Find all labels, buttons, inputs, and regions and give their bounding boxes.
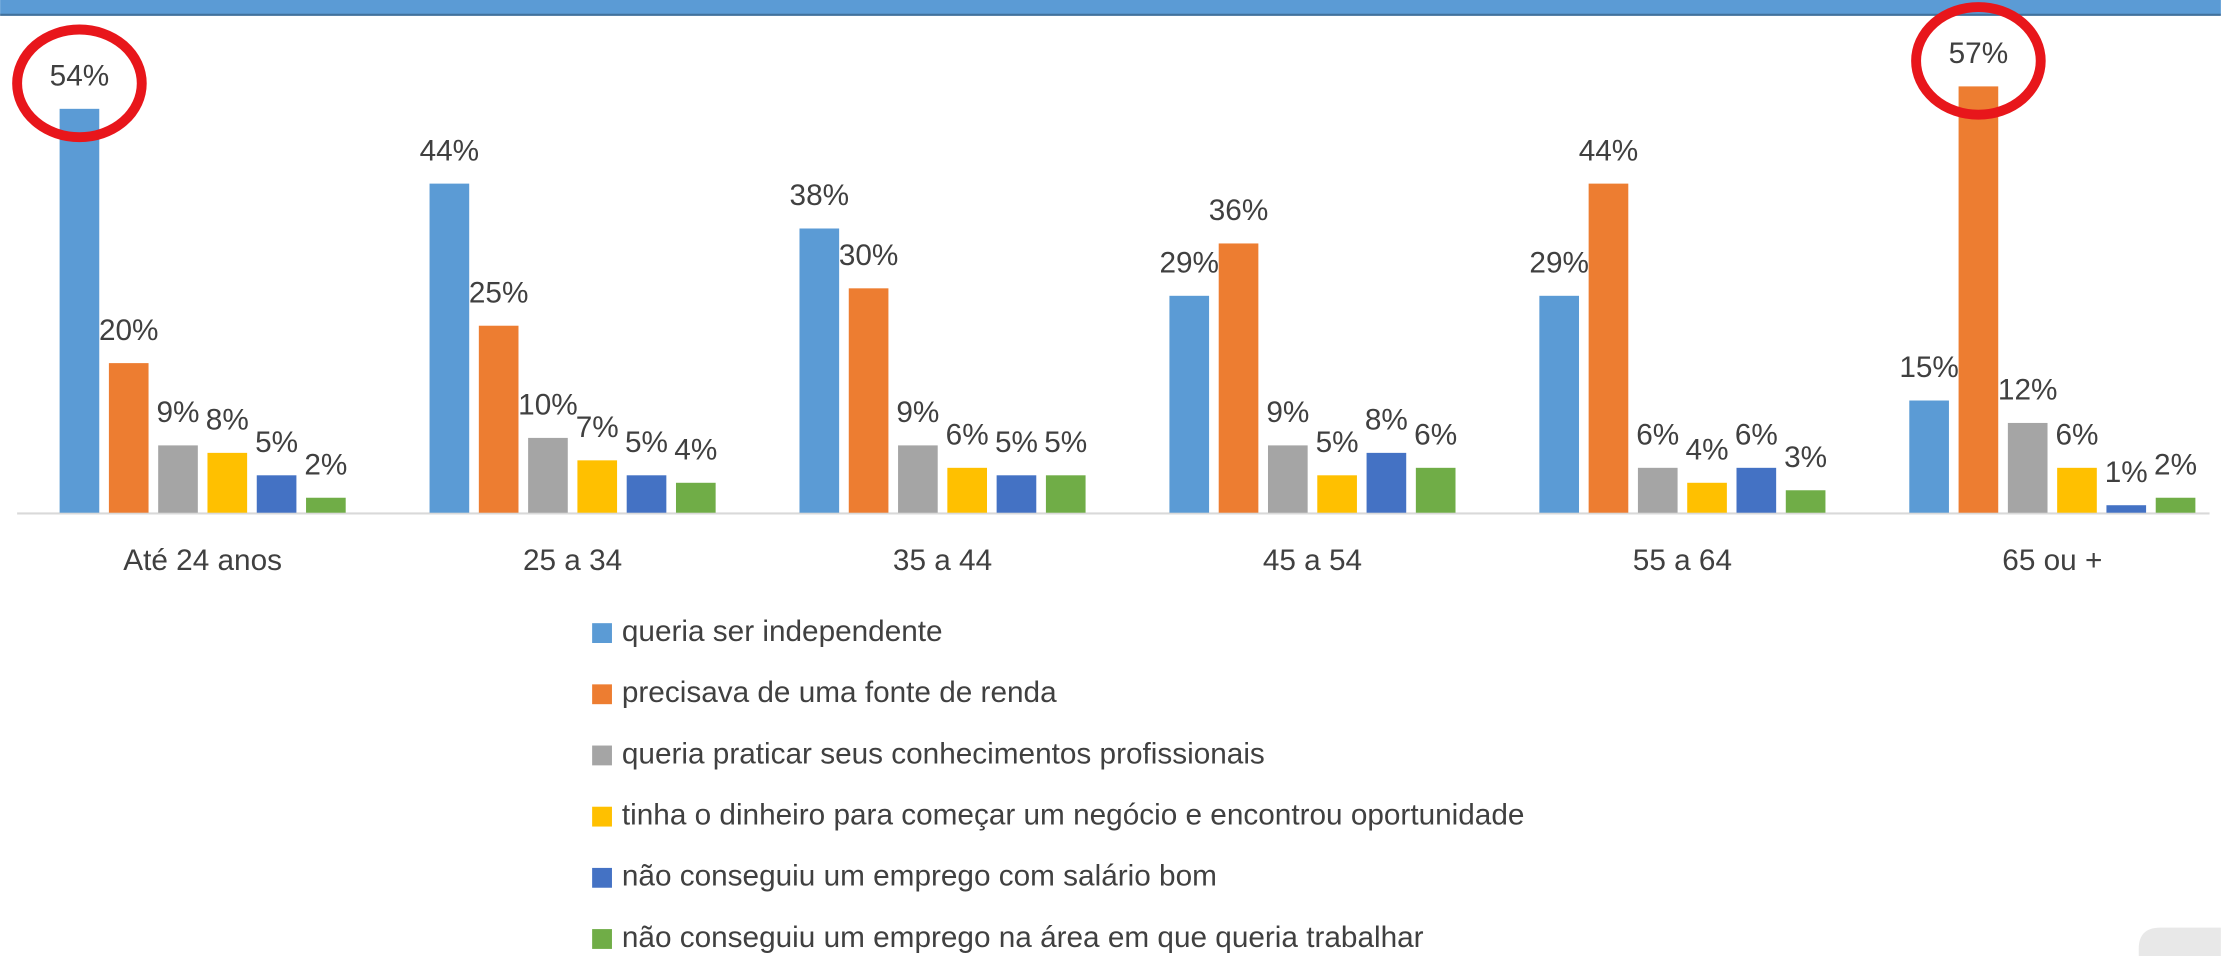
bar: [1588, 183, 1629, 513]
x-tick-label: 45 a 54: [1263, 544, 1362, 577]
data-label: 6%: [1636, 419, 1679, 452]
bar: [2106, 505, 2147, 513]
data-label: 5%: [1044, 426, 1087, 459]
bar: [1415, 467, 1456, 513]
data-label: 9%: [896, 396, 939, 429]
data-label: 5%: [995, 426, 1038, 459]
bar: [1958, 86, 1999, 513]
data-label: 8%: [206, 404, 249, 437]
legend-label: queria ser independente: [622, 615, 943, 648]
bar: [848, 288, 889, 513]
data-label: 5%: [255, 426, 298, 459]
data-label: 25%: [469, 276, 529, 309]
bar: [2155, 497, 2196, 513]
bar: [947, 467, 987, 513]
bar: [1909, 400, 1949, 513]
bar: [528, 437, 568, 513]
bar: [2057, 467, 2097, 513]
data-label: 20%: [99, 314, 159, 347]
data-label: 29%: [1159, 247, 1219, 280]
legend-swatch: [592, 867, 612, 888]
bar: [59, 108, 100, 513]
data-label: 10%: [518, 389, 578, 422]
x-tick-label: Até 24 anos: [123, 544, 282, 577]
data-label: 2%: [2154, 448, 2197, 481]
legend-label: não conseguiu um emprego na área em que …: [622, 921, 1424, 954]
data-label: 54%: [50, 60, 110, 93]
bar: [1637, 467, 1678, 513]
bar: [675, 482, 716, 513]
data-label: 4%: [674, 433, 717, 466]
bar: [1785, 490, 1826, 513]
corner-widget: [2138, 927, 2221, 956]
data-label: 9%: [157, 396, 200, 429]
data-label: 44%: [420, 134, 480, 167]
data-label: 29%: [1529, 247, 1589, 280]
data-label: 12%: [1998, 374, 2058, 407]
data-label: 44%: [1579, 134, 1639, 167]
bar: [1218, 243, 1259, 513]
bar: [158, 445, 198, 513]
highlight-circle: [1911, 2, 2046, 120]
bar: [1366, 452, 1407, 513]
legend-label: precisava de uma fonte de renda: [622, 676, 1057, 709]
bar: [108, 363, 149, 513]
legend-swatch: [592, 745, 612, 766]
bar: [429, 183, 470, 513]
bar: [626, 475, 667, 513]
legend-swatch: [592, 684, 612, 705]
bar: [256, 475, 297, 513]
data-label: 8%: [1365, 404, 1408, 437]
data-label: 4%: [1686, 433, 1729, 466]
legend-swatch: [592, 929, 612, 949]
data-label: 6%: [2055, 419, 2098, 452]
bar: [478, 325, 519, 513]
data-label: 15%: [1899, 351, 1959, 384]
data-label: 5%: [1316, 426, 1359, 459]
bar: [306, 497, 346, 513]
data-label: 6%: [946, 419, 989, 452]
data-label: 5%: [625, 426, 668, 459]
data-label: 2%: [304, 448, 347, 481]
legend-swatch: [592, 623, 612, 643]
data-label: 6%: [1735, 419, 1778, 452]
data-label: 1%: [2105, 456, 2148, 489]
x-tick-label: 35 a 44: [893, 544, 992, 577]
bar: [1687, 482, 1727, 513]
bar: [577, 460, 618, 513]
bar: [1169, 295, 1210, 513]
legend-label: tinha o dinheiro para começar um negócio…: [622, 798, 1525, 831]
bar: [207, 452, 248, 513]
bar: [1045, 475, 1086, 513]
bar: [996, 475, 1037, 513]
highlight-circle: [12, 24, 147, 143]
data-label: 9%: [1266, 396, 1309, 429]
bar: [799, 228, 840, 513]
bar: [1736, 467, 1777, 513]
bar: [898, 445, 938, 513]
legend-label: não conseguiu um emprego com salário bom: [622, 860, 1217, 893]
data-label: 57%: [1949, 37, 2009, 70]
x-tick-label: 25 a 34: [523, 544, 622, 577]
data-label: 3%: [1784, 441, 1827, 474]
x-tick-label: 65 ou +: [2002, 544, 2102, 577]
top-strip: [0, 0, 2221, 15]
data-label: 6%: [1414, 419, 1457, 452]
legend-swatch: [592, 806, 612, 827]
x-tick-label: 55 a 64: [1633, 544, 1732, 577]
data-label: 36%: [1209, 194, 1269, 227]
bar: [1267, 445, 1308, 513]
bar: [1539, 295, 1580, 513]
legend-label: queria praticar seus conhecimentos profi…: [622, 737, 1265, 770]
bar: [1317, 475, 1357, 513]
data-label: 38%: [790, 179, 850, 212]
data-label: 30%: [839, 239, 899, 272]
bar: [2007, 422, 2048, 513]
data-label: 7%: [576, 411, 619, 444]
